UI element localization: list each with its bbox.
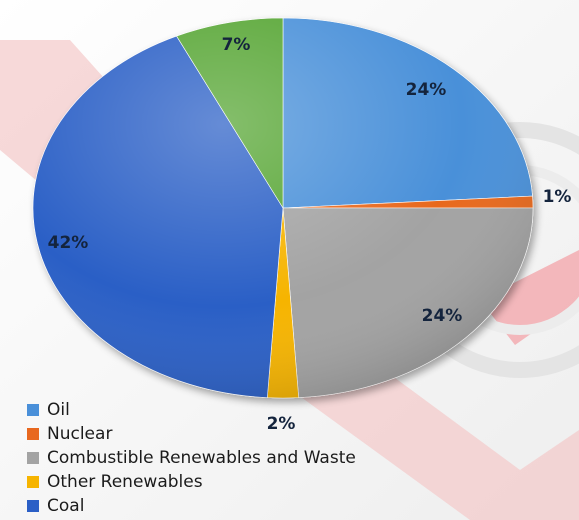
legend-item-coal: Coal <box>27 494 356 518</box>
data-label-unlabeled-5: 7% <box>222 35 251 55</box>
legend-label: Oil <box>47 400 70 420</box>
legend-swatch <box>27 500 39 512</box>
legend-swatch <box>27 452 39 464</box>
legend-label: Other Renewables <box>47 472 203 492</box>
legend-swatch <box>27 428 39 440</box>
legend-label: Combustible Renewables and Waste <box>47 448 356 468</box>
legend-item-other-renewables: Other Renewables <box>27 470 356 494</box>
chart-legend: Oil Nuclear Combustible Renewables and Was… <box>27 398 356 518</box>
legend-label: Nuclear <box>47 424 113 444</box>
legend-item-nuclear: Nuclear <box>27 422 356 446</box>
legend-item-oil: Oil <box>27 398 356 422</box>
legend-item-combustible-renewables-and-waste: Combustible Renewables and Waste <box>27 446 356 470</box>
legend-swatch <box>27 476 39 488</box>
data-label-oil: 24% <box>406 80 447 100</box>
data-label-combustible-renewables-and-waste: 24% <box>422 306 463 326</box>
legend-swatch <box>27 404 39 416</box>
data-label-coal: 42% <box>48 233 89 253</box>
legend-label: Coal <box>47 496 85 516</box>
data-label-other-renewables: 2% <box>267 414 296 434</box>
data-label-nuclear: 1% <box>543 187 572 207</box>
